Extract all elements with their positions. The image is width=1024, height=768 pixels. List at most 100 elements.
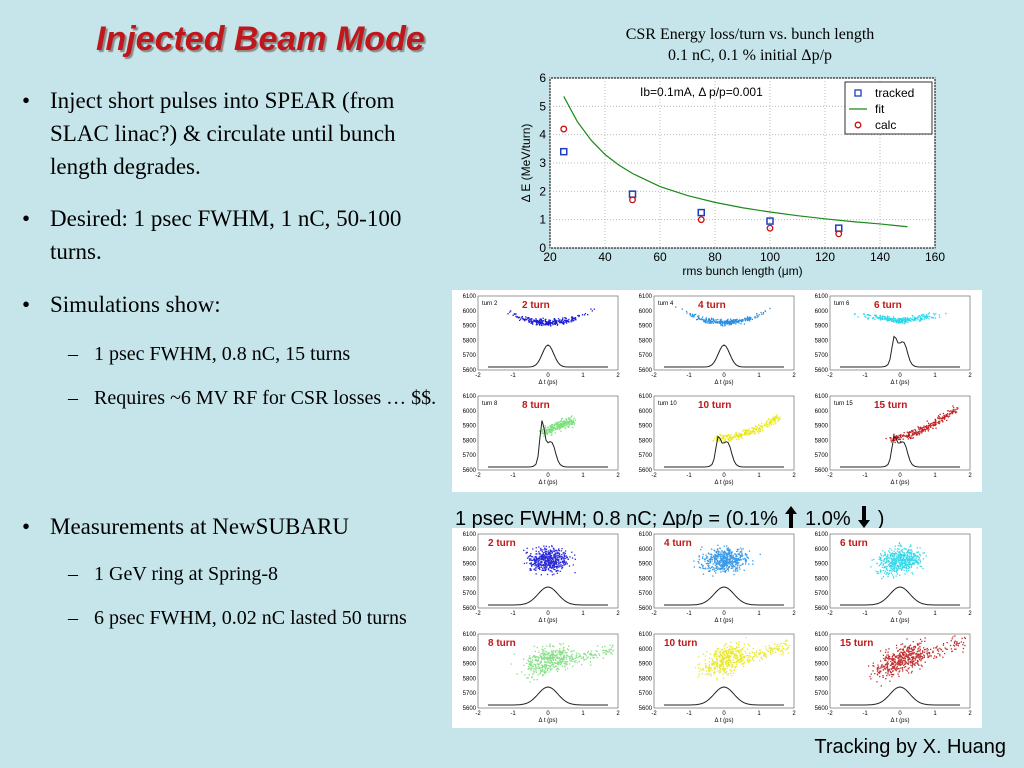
particle-dot bbox=[727, 656, 729, 658]
particle-dot bbox=[566, 320, 568, 323]
particle-dot bbox=[894, 553, 896, 555]
particle-dot bbox=[744, 558, 747, 560]
particle-dot bbox=[726, 554, 728, 556]
particle-dot bbox=[707, 552, 710, 555]
particle-dot bbox=[705, 664, 707, 666]
y-tick-label: 6100 bbox=[639, 394, 653, 400]
particle-dot bbox=[896, 655, 898, 657]
particle-dot bbox=[542, 654, 544, 657]
particle-dot bbox=[578, 314, 580, 317]
particle-dot bbox=[548, 564, 551, 567]
particle-dot bbox=[530, 664, 533, 666]
particle-dot bbox=[897, 657, 900, 659]
particle-dot bbox=[896, 321, 899, 323]
y-tick-label: 5700 bbox=[639, 591, 653, 597]
particle-dot bbox=[569, 657, 571, 660]
particle-dot bbox=[546, 560, 548, 562]
x-tick-label: 2 bbox=[616, 711, 620, 717]
particle-dot bbox=[950, 410, 952, 412]
particle-dot bbox=[881, 561, 883, 563]
particle-dot bbox=[909, 556, 911, 559]
particle-dot bbox=[537, 558, 539, 560]
particle-dot bbox=[776, 643, 779, 646]
particle-dot bbox=[746, 654, 749, 657]
particle-dot bbox=[524, 674, 526, 676]
particle-dot bbox=[774, 643, 776, 645]
particle-dot bbox=[566, 663, 568, 665]
particle-dot bbox=[728, 565, 731, 568]
particle-dot bbox=[880, 562, 882, 564]
particle-dot bbox=[740, 654, 742, 656]
particle-dot bbox=[887, 559, 890, 562]
particle-dot bbox=[892, 674, 894, 676]
particle-dot bbox=[741, 551, 743, 553]
particle-dot bbox=[908, 435, 910, 437]
particle-dot bbox=[927, 652, 930, 654]
particle-dot bbox=[751, 431, 753, 434]
particle-dot bbox=[897, 548, 899, 550]
particle-dot bbox=[555, 563, 557, 565]
particle-dot bbox=[947, 410, 949, 412]
particle-dot bbox=[537, 565, 540, 567]
particle-dot bbox=[910, 662, 912, 664]
particle-dot bbox=[890, 567, 892, 569]
particle-dot bbox=[535, 319, 537, 321]
particle-dot bbox=[548, 561, 550, 563]
particle-dot bbox=[744, 429, 746, 431]
particle-dot bbox=[537, 663, 539, 665]
particle-dot bbox=[552, 427, 554, 429]
particle-dot bbox=[882, 317, 884, 320]
particle-dot bbox=[892, 659, 895, 661]
particle-dot bbox=[764, 425, 766, 427]
particle-dot bbox=[908, 564, 910, 566]
particle-dot bbox=[712, 659, 714, 661]
particle-dot bbox=[560, 655, 562, 657]
particle-dot bbox=[882, 676, 884, 678]
particle-dot bbox=[548, 552, 550, 554]
particle-dot bbox=[787, 652, 790, 654]
particle-dot bbox=[534, 560, 536, 562]
particle-dot bbox=[577, 656, 579, 658]
particle-dot bbox=[935, 421, 937, 424]
particle-dot bbox=[754, 431, 756, 433]
particle-dot bbox=[563, 425, 565, 428]
particle-dot bbox=[876, 681, 878, 683]
particle-dot bbox=[735, 564, 737, 566]
particle-dot bbox=[543, 554, 545, 556]
particle-dot bbox=[723, 568, 725, 570]
particle-dot bbox=[727, 322, 730, 324]
particle-dot bbox=[571, 650, 573, 652]
particle-dot bbox=[731, 319, 734, 322]
particle-dot bbox=[906, 647, 908, 649]
particle-dot bbox=[882, 654, 885, 656]
particle-dot bbox=[771, 648, 773, 650]
particle-dot bbox=[900, 436, 902, 438]
particle-dot bbox=[903, 559, 905, 561]
particle-dot bbox=[889, 562, 891, 564]
particle-dot bbox=[904, 564, 906, 567]
particle-dot bbox=[550, 669, 552, 671]
particle-dot bbox=[935, 427, 937, 429]
particle-dot bbox=[888, 674, 890, 676]
particle-dot bbox=[768, 418, 770, 421]
particle-dot bbox=[544, 664, 547, 667]
particle-dot bbox=[551, 552, 553, 554]
particle-dot bbox=[957, 407, 959, 409]
particle-dot bbox=[709, 567, 711, 569]
particle-dot bbox=[884, 657, 887, 659]
particle-dot bbox=[538, 564, 540, 566]
particle-dot bbox=[715, 321, 717, 323]
particle-dot bbox=[904, 659, 906, 662]
particle-dot bbox=[912, 559, 915, 562]
particle-dot bbox=[717, 553, 719, 556]
y-tick-label: 5700 bbox=[815, 353, 829, 359]
particle-dot bbox=[917, 663, 919, 665]
x-tick-label: -1 bbox=[686, 373, 692, 379]
particle-dot bbox=[721, 325, 723, 327]
particle-dot bbox=[734, 560, 737, 562]
particle-dot bbox=[535, 668, 537, 670]
particle-dot bbox=[510, 310, 512, 312]
particle-dot bbox=[562, 652, 564, 654]
particle-dot bbox=[759, 553, 761, 555]
particle-dot bbox=[755, 425, 757, 427]
